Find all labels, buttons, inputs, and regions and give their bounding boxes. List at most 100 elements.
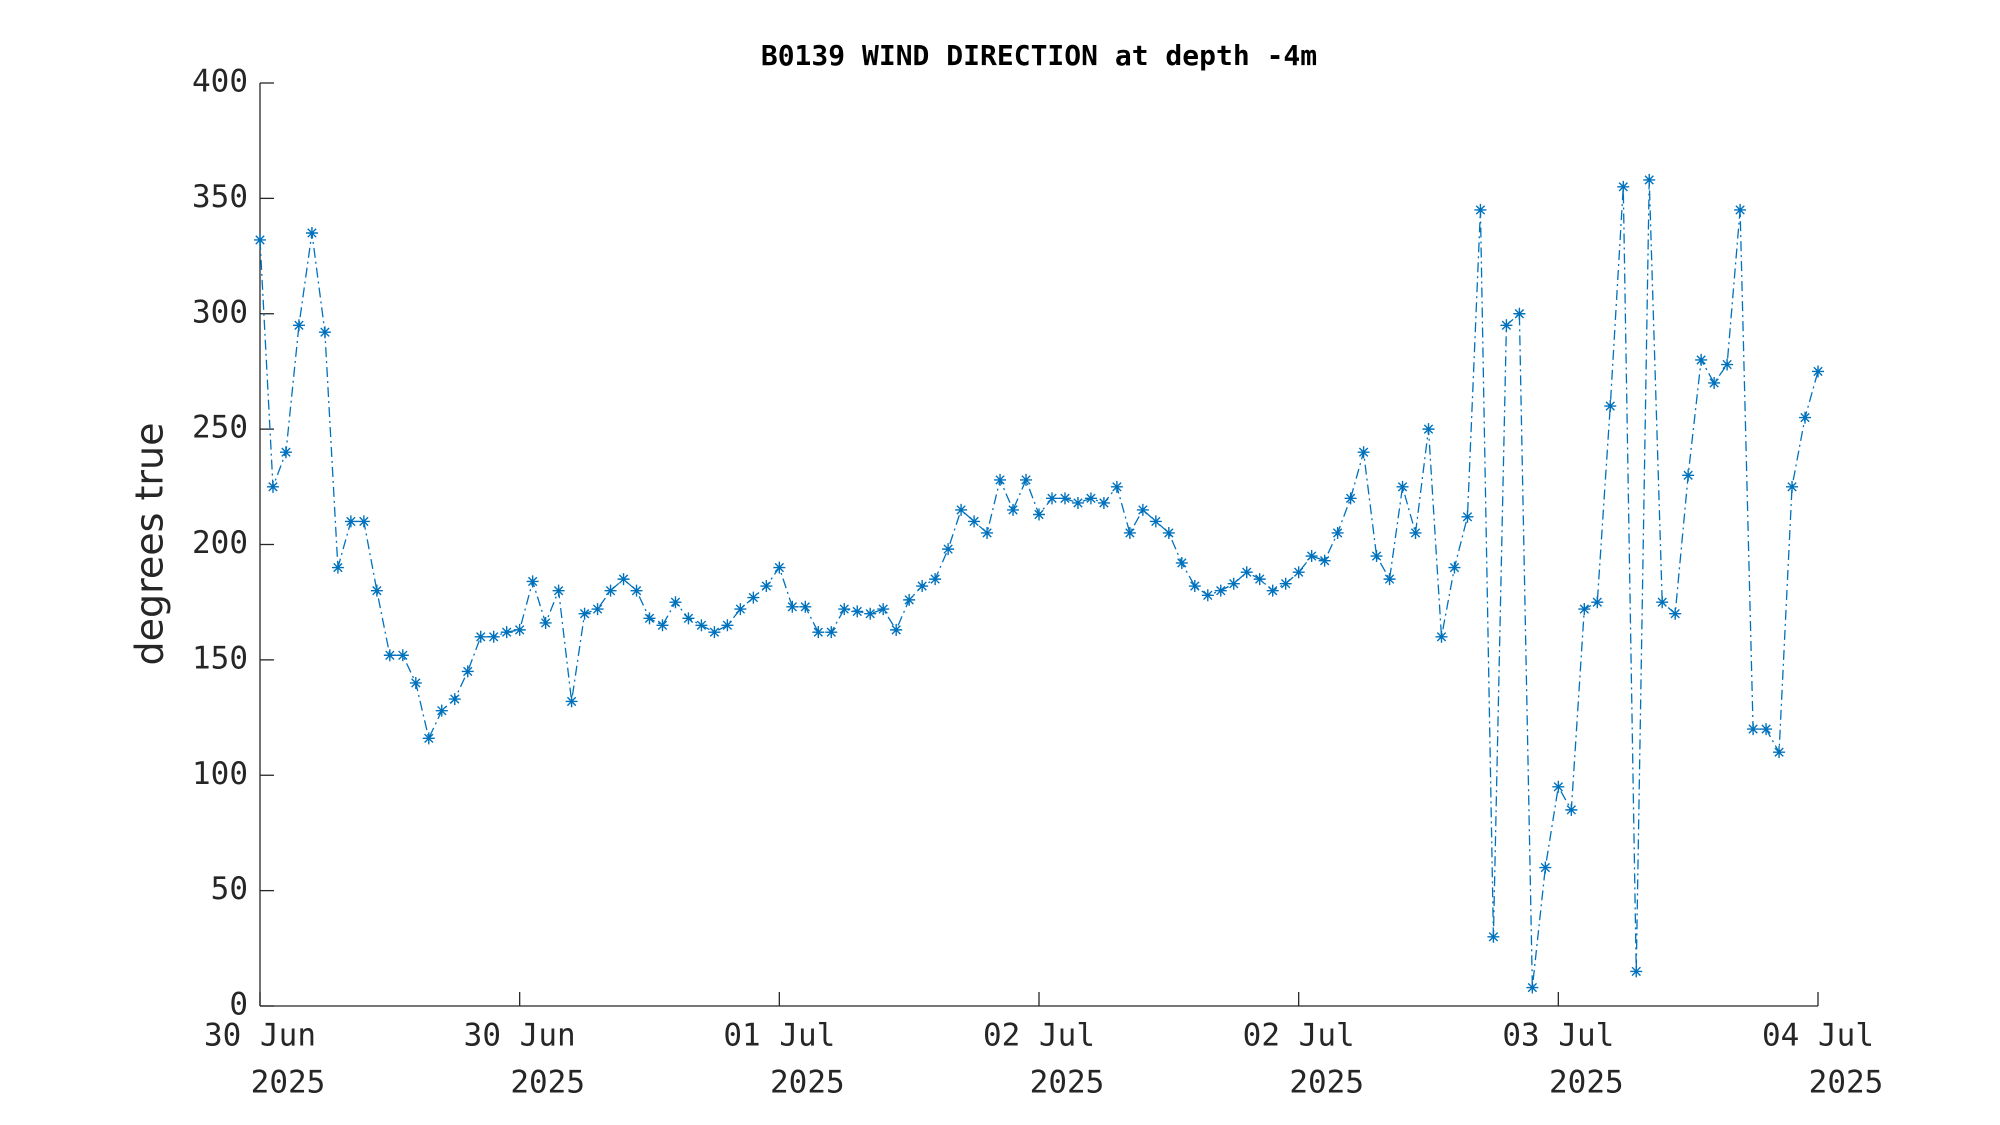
data-marker bbox=[721, 619, 734, 632]
data-marker bbox=[1045, 492, 1058, 505]
data-marker bbox=[1331, 526, 1344, 539]
data-marker bbox=[1136, 503, 1149, 516]
data-marker bbox=[1357, 446, 1370, 459]
data-marker bbox=[955, 503, 968, 516]
data-marker bbox=[1227, 577, 1240, 590]
data-marker bbox=[1292, 566, 1305, 579]
data-marker bbox=[1617, 180, 1630, 193]
x-tick-label: 02 Jul bbox=[1243, 1018, 1355, 1054]
data-marker bbox=[422, 732, 435, 745]
data-marker bbox=[1656, 596, 1669, 609]
data-marker bbox=[1253, 573, 1266, 586]
data-marker bbox=[1162, 526, 1175, 539]
x-tick-sublabel: 2025 bbox=[510, 1065, 585, 1101]
data-marker bbox=[695, 619, 708, 632]
data-marker bbox=[604, 584, 617, 597]
data-marker bbox=[1318, 554, 1331, 567]
data-marker bbox=[448, 693, 461, 706]
data-marker bbox=[1422, 423, 1435, 436]
data-marker bbox=[708, 626, 721, 639]
data-marker bbox=[760, 580, 773, 593]
data-marker bbox=[552, 584, 565, 597]
data-marker bbox=[409, 676, 422, 689]
y-tick-label: 200 bbox=[192, 525, 248, 561]
data-marker bbox=[279, 446, 292, 459]
x-tick-label: 01 Jul bbox=[723, 1018, 835, 1054]
data-marker bbox=[799, 600, 812, 613]
data-marker bbox=[1747, 723, 1760, 736]
x-tick-label: 02 Jul bbox=[983, 1018, 1095, 1054]
data-marker bbox=[825, 626, 838, 639]
data-marker bbox=[1487, 930, 1500, 943]
data-marker bbox=[1786, 480, 1799, 493]
data-marker bbox=[1682, 469, 1695, 482]
data-marker bbox=[1812, 365, 1824, 378]
data-marker bbox=[357, 515, 370, 528]
data-marker bbox=[318, 326, 331, 339]
data-marker bbox=[461, 665, 474, 678]
data-marker bbox=[1123, 526, 1136, 539]
data-marker bbox=[591, 603, 604, 616]
data-marker bbox=[903, 593, 916, 606]
data-marker bbox=[981, 526, 994, 539]
data-marker bbox=[487, 630, 500, 643]
data-marker bbox=[1448, 561, 1461, 574]
data-marker bbox=[656, 619, 669, 632]
data-marker bbox=[734, 603, 747, 616]
data-marker bbox=[968, 515, 981, 528]
x-tick-label: 04 Jul bbox=[1762, 1018, 1874, 1054]
data-marker bbox=[1552, 780, 1565, 793]
data-marker bbox=[1708, 376, 1721, 389]
data-marker bbox=[1539, 861, 1552, 874]
data-marker bbox=[1435, 630, 1448, 643]
data-marker bbox=[435, 704, 448, 717]
data-marker bbox=[578, 607, 591, 620]
data-marker bbox=[266, 480, 279, 493]
data-marker bbox=[1383, 573, 1396, 586]
data-marker bbox=[1110, 480, 1123, 493]
data-marker bbox=[1669, 607, 1682, 620]
data-marker bbox=[1695, 353, 1708, 366]
data-marker bbox=[1799, 411, 1812, 424]
data-marker bbox=[539, 616, 552, 629]
data-marker bbox=[1097, 496, 1110, 509]
data-marker bbox=[292, 319, 305, 332]
data-marker bbox=[1773, 746, 1786, 759]
data-marker bbox=[1526, 981, 1539, 994]
data-marker bbox=[1474, 203, 1487, 216]
x-tick-sublabel: 2025 bbox=[1289, 1065, 1364, 1101]
x-tick-sublabel: 2025 bbox=[1809, 1065, 1884, 1101]
data-marker bbox=[617, 573, 630, 586]
data-marker bbox=[305, 226, 318, 239]
x-tick-sublabel: 2025 bbox=[1030, 1065, 1105, 1101]
data-marker bbox=[877, 603, 890, 616]
data-marker bbox=[1201, 589, 1214, 602]
data-marker bbox=[1461, 510, 1474, 523]
data-marker bbox=[1734, 203, 1747, 216]
y-tick-label: 50 bbox=[211, 871, 248, 907]
y-tick-label: 300 bbox=[192, 294, 248, 330]
y-tick-label: 400 bbox=[192, 64, 248, 100]
data-marker bbox=[1500, 319, 1513, 332]
data-marker bbox=[994, 473, 1007, 486]
data-marker bbox=[254, 233, 266, 246]
data-marker bbox=[682, 612, 695, 625]
chart-title: B0139 WIND DIRECTION at depth -4m bbox=[761, 39, 1317, 72]
data-marker bbox=[526, 575, 539, 588]
data-marker bbox=[1721, 358, 1734, 371]
y-tick-label: 0 bbox=[229, 987, 248, 1023]
data-marker bbox=[1578, 603, 1591, 616]
data-marker bbox=[565, 695, 578, 708]
data-marker bbox=[1513, 307, 1526, 320]
data-marker bbox=[1643, 173, 1656, 186]
data-marker bbox=[370, 584, 383, 597]
data-marker bbox=[1020, 473, 1033, 486]
data-marker bbox=[1591, 596, 1604, 609]
data-marker bbox=[1240, 566, 1253, 579]
y-axis-label: degrees true bbox=[128, 422, 172, 665]
data-marker bbox=[1033, 508, 1045, 521]
x-tick-label: 03 Jul bbox=[1502, 1018, 1614, 1054]
data-marker bbox=[1409, 526, 1422, 539]
